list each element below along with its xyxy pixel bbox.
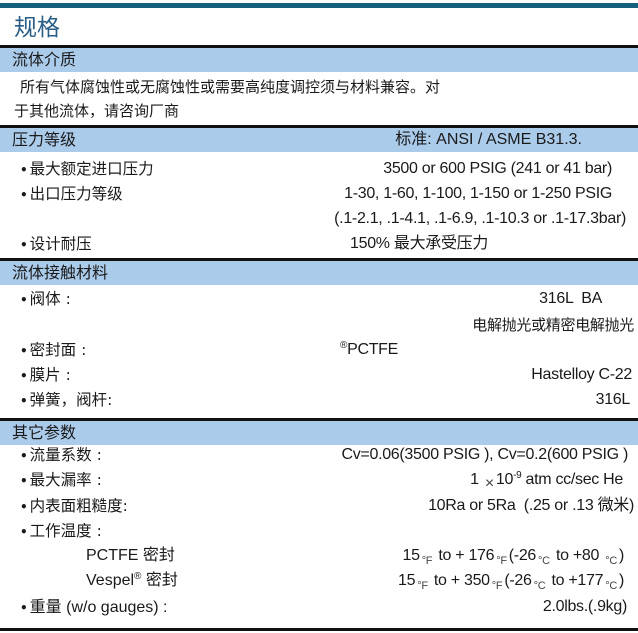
spec-row: • 密封面 : ®PCTFE [0,338,638,362]
spec-row: • 弹簧，阀杆: 316L [0,388,638,412]
bullet: • [20,449,28,463]
spec-value: 150% 最大承受压力 [350,235,489,252]
degree-unit: °C [605,580,617,592]
section-title: 流体介质 [12,50,77,69]
section-header-pressure: 压力等级 标准: ANSI / ASME B31.3. [0,125,638,152]
times-sign: × [484,475,494,492]
section-title: 压力等级 [12,130,77,149]
bottom-rule [0,628,638,631]
degree-unit: °C [605,555,617,567]
degree-unit: °F [496,555,507,567]
bullet: • [20,238,28,252]
spec-row: 电解抛光或精密电解抛光 [0,313,638,337]
temperature-text: (-26 [508,547,537,564]
section-title: 流体接触材料 [12,263,109,282]
spec-row: • 设计耐压 150% 最大承受压力 [0,232,638,256]
temperature-range: 15 °F to + 176 °F (-26 °C to +80 °C) [402,544,624,569]
bullet: • [20,369,28,383]
spec-row: • 出口压力等级 1-30, 1-60, 1-100, 1-150 or 1-250… [0,182,638,206]
temperature-text: to + 350 [429,572,490,589]
bullet: • [20,601,28,615]
leak-exponent: -9 [513,470,522,481]
bullet: • [20,188,28,202]
section-title: 其它参数 [12,423,77,442]
degree-unit: °C [533,580,546,592]
spec-value: 316L [595,391,631,408]
section-header-media: 流体介质 [0,45,638,72]
spec-value: (.1-2.1, .1-4.1, .1-6.9, .1-10.3 or .1-1… [334,210,626,227]
temperature-text: to + 176 [434,547,495,564]
spec-value: 316L BA [539,290,602,307]
section-header-materials: 流体接触材料 [0,258,638,285]
standard-label: 标准: ANSI / ASME B31.3. [395,131,582,148]
bullet: • [20,163,28,177]
section-header-other: 其它参数 [0,418,638,445]
temperature-text: 15 [398,572,416,589]
bullet: • [20,525,28,539]
leak-unit: atm cc/sec He [521,471,624,488]
temperature-text: to +177 [547,572,604,589]
spec-value: Hastelloy C-22 [531,366,632,383]
spec-label: 阀体 : [29,290,71,308]
temperature-text: 15 [402,547,420,564]
registered-mark: ® [340,340,348,351]
temperature-text: ) [618,572,624,589]
bullet: • [20,394,28,408]
degree-unit: °F [421,555,433,567]
registered-mark: ® [134,571,142,582]
spec-value: 电解抛光或精密电解抛光 [472,316,634,334]
spec-label: 密封 [145,572,178,589]
spec-label: 弹簧，阀杆: [29,391,113,409]
leak-base: 10 [495,471,514,488]
top-bar [0,3,638,8]
spec-label: 密封面 : [29,341,87,359]
media-text-line1: 所有气体腐蚀性或无腐蚀性或需要高纯度调控须与材料兼容。对 [20,78,441,96]
spec-row: • 流量系数 : Cv=0.06(3500 PSIG ), Cv=0.2(600 P… [0,443,638,467]
spec-label: 设计耐压 [29,235,92,253]
spec-label: PCTFE 密封 [86,547,175,564]
spec-row: Vespel® 密封 15 °F to + 350 °F (-26 °C to +177 °… [0,569,638,593]
spec-value: 1-30, 1-60, 1-100, 1-150 or 1-250 PSIG [344,185,612,202]
spec-row: PCTFE 密封 15 °F to + 176 °F (-26 °C to +80 °C) [0,544,638,568]
temperature-range: 15 °F to + 350 °F (-26 °C to +177 °C) [398,569,624,594]
spec-value: 10Ra or 5Ra (.25 or .13 微米) [428,497,634,514]
spec-label: Vespel [86,572,135,589]
spec-label: 工作温度 : [29,522,102,540]
leak-mantissa: 1 [470,471,479,488]
spec-row: (.1-2.1, .1-4.1, .1-6.9, .1-10.3 or .1-1… [0,207,638,231]
temperature-text: (-26 [504,572,532,589]
degree-unit: °C [538,555,550,567]
spec-row: • 内表面粗糙度: 10Ra or 5Ra (.25 or .13 微米) [0,494,638,518]
temperature-text: to +80 [551,547,604,564]
spec-value: PCTFE [347,341,399,358]
spec-value: Cv=0.06(3500 PSIG ), Cv=0.2(600 PSIG ) [341,446,628,463]
page-title: 规格 [14,15,60,41]
bullet: • [20,474,28,488]
spec-value: 2.0lbs.(.9kg) [542,598,627,615]
bullet: • [20,293,28,307]
temperature-text: ) [618,547,624,564]
bullet: • [20,344,28,358]
spec-row: • 阀体 : 316L BA [0,287,638,311]
degree-unit: °F [491,580,503,592]
bullet: • [20,500,28,514]
spec-row: • 最大额定进口压力 3500 or 600 PSIG (241 or 41 bar… [0,157,638,181]
spec-row: • 重量 (w/o gauges) : 2.0lbs.(.9kg) [0,595,638,619]
media-text-line2: 于其他流体，请咨询厂商 [14,102,180,120]
spec-value: 1 × 10-9 atm cc/sec He [470,468,623,494]
spec-label: 内表面粗糙度: [29,497,128,515]
spec-label: 最大漏率 : [29,471,102,489]
spec-label: 出口压力等级 [29,185,123,203]
spec-row: • 膜片 : Hastelloy C-22 [0,363,638,387]
spec-row: • 工作温度 : [0,519,638,543]
spec-label: 重量 (w/o gauges) : [29,599,168,616]
spec-row: • 最大漏率 : 1 × 10-9 atm cc/sec He [0,468,638,492]
spec-value: 3500 or 600 PSIG (241 or 41 bar) [383,160,612,177]
spec-label: 流量系数 : [29,446,102,464]
degree-unit: °F [417,580,428,592]
spec-label: 膜片 : [29,366,71,384]
spec-label: 最大额定进口压力 [29,160,154,178]
